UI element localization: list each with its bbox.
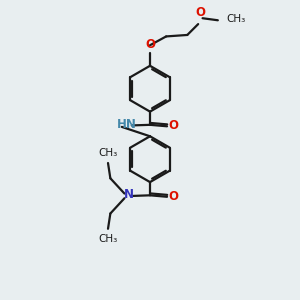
Text: N: N [124,188,134,201]
Text: O: O [196,6,206,19]
Text: O: O [145,38,155,51]
Text: CH₃: CH₃ [98,234,118,244]
Text: O: O [169,190,178,203]
Text: CH₃: CH₃ [98,148,118,158]
Text: HN: HN [117,118,137,131]
Text: O: O [169,119,178,132]
Text: CH₃: CH₃ [226,14,245,24]
